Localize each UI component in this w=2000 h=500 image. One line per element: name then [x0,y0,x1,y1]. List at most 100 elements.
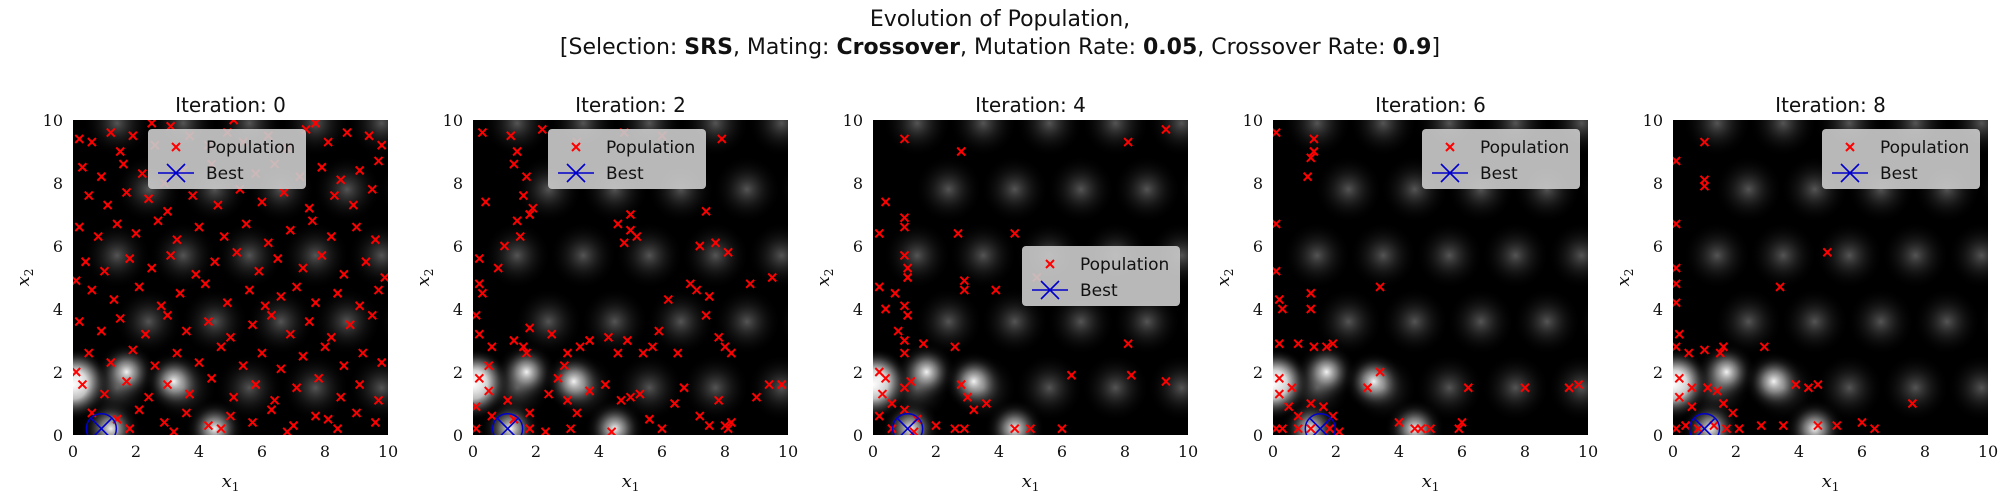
y-tick-label: 10 [843,111,863,130]
population-point [1293,338,1303,349]
population-point [222,297,233,308]
population-point [1123,338,1133,349]
population-point [143,194,154,204]
population-point [547,329,557,339]
x-tick-label: 0 [68,442,78,461]
x-tick-label: 4 [1394,442,1404,461]
population-point [890,288,900,298]
suptitle-part: 0.05 [1143,35,1197,60]
legend: Population Best [1422,129,1580,189]
landscape-bump [779,166,788,213]
population-point [1010,423,1020,434]
landscape-bump-bright [1696,342,1757,402]
population-point [1416,423,1426,434]
landscape-bump [1481,353,1550,422]
population-point [96,171,107,182]
population-point [153,216,163,226]
y-tick-label: 0 [853,426,863,445]
x-tick-label: 6 [1857,442,1867,461]
population-series [874,124,1171,435]
population-point [134,282,144,292]
population-point [370,417,381,428]
y-tick-label: 0 [1253,426,1263,445]
population-point [893,326,903,336]
population-point [80,257,91,267]
population-point [373,395,384,406]
y-tick-label: 6 [53,237,63,256]
population-point [1463,383,1474,393]
population-point [673,348,683,358]
legend-best-marker [1840,163,1860,183]
population-point [298,263,308,273]
population-point [241,219,251,229]
population-point [244,285,255,295]
population-point [540,427,551,435]
population-point [1274,338,1285,349]
landscape-bump [1214,354,1282,422]
landscape-bump [883,221,952,290]
landscape-bump [1481,221,1550,290]
landscape-bump [779,298,788,345]
population-point [84,190,94,201]
subplot-title: Iteration: 8 [1775,93,1886,117]
population-point [959,275,970,286]
population-point [1277,423,1288,434]
population-point [991,285,1001,295]
landscape [1273,120,1588,435]
landscape-bump [646,287,715,356]
landscape-bump-bright [896,342,957,402]
landscape-bump [914,155,983,224]
population-point [282,427,292,435]
population-point [162,206,173,217]
population-point [931,420,941,431]
landscape-bump [1881,353,1950,422]
landscape-bump [180,287,249,356]
population-point [134,405,144,415]
population-point [572,408,582,418]
landscape-bump [1714,287,1783,356]
subplot-4: 0 2 4 6 8 10 0 2 4 6 8 10 x1 x2 Iteration: 6 Population… [1213,93,1598,494]
population-point [165,250,176,261]
subplot-2: 0 2 4 6 8 10 0 2 4 6 8 10 x1 x2 Iteration: 2 Population… [413,93,798,494]
population-point [1791,379,1801,390]
population-point [1273,127,1281,138]
y-tick-label: 2 [53,363,63,382]
population-point [373,156,384,166]
x-tick-label: 8 [1520,442,1530,461]
population-point [638,348,648,358]
population-point [332,423,343,434]
population-point [902,263,913,273]
population-point [348,200,359,210]
x-tick-label: 6 [257,442,267,461]
population-point [713,395,724,406]
legend-best-label: Best [606,164,644,184]
population-point [654,326,664,336]
population-point [880,197,891,207]
population-series [1273,127,1584,435]
best-point [1688,412,1721,435]
figure-title-line1: Evolution of Population, [870,7,1130,32]
legend-best-label: Best [1480,164,1518,184]
population-point [354,301,365,311]
population-point [1734,423,1744,434]
population-point [118,159,129,169]
population-point [1394,417,1404,428]
population-point [669,398,680,409]
landscape-bump [1749,221,1818,290]
population-point [257,348,267,358]
landscape-bump [514,287,583,356]
population-point [1362,383,1373,393]
population-point [1306,398,1316,409]
subplot-3: 0 2 4 6 8 10 0 2 4 6 8 10 x1 x2 Iteration: 4 Population… [813,93,1282,494]
subplot-5: 0 2 4 6 8 10 0 2 4 6 8 10 x1 x2 Iteration: 8 Population… [1613,93,1998,494]
population-point [339,269,349,280]
population-point [376,140,387,150]
population-point [1813,420,1823,431]
population-point [679,383,689,393]
landscape-bump [1147,120,1188,158]
population-point [279,187,289,198]
y-tick-label: 8 [53,174,63,193]
population-point [250,379,261,390]
landscape-bump [914,287,983,356]
population-point [524,323,535,333]
